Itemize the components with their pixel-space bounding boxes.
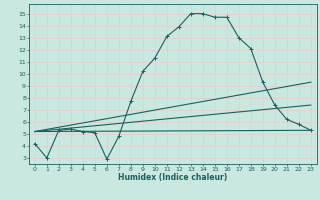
X-axis label: Humidex (Indice chaleur): Humidex (Indice chaleur)	[118, 173, 228, 182]
